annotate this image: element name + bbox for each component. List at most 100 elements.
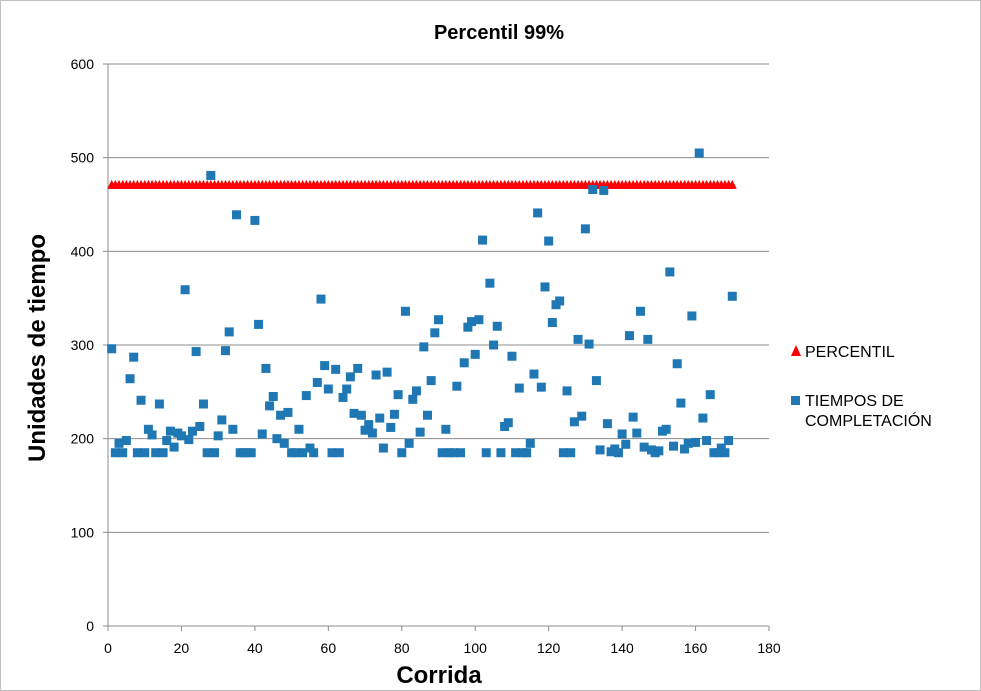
x-tick-label: 180 (757, 640, 781, 656)
tiempo-point (680, 444, 690, 454)
tiempo-point (246, 448, 256, 458)
y-tick-label: 300 (71, 337, 95, 353)
x-tick-label: 120 (537, 640, 561, 656)
tiempo-point (713, 448, 723, 458)
tiempo-point (353, 363, 363, 373)
tiempo-point (375, 413, 385, 423)
tiempo-point (265, 401, 275, 411)
tiempo-point (217, 415, 227, 425)
tiempo-point (529, 369, 539, 379)
tiempo-point (147, 430, 157, 440)
tiempo-point (599, 185, 609, 195)
tiempo-point (683, 438, 693, 448)
tiempo-point (595, 445, 605, 455)
tiempo-point (191, 347, 201, 357)
y-tick-label: 100 (71, 524, 95, 540)
tiempo-point (125, 374, 135, 384)
tiempo-point (669, 441, 679, 451)
tiempo-point (661, 424, 671, 434)
tiempo-point (727, 291, 737, 301)
tiempo-point (430, 328, 440, 338)
tiempo-point (434, 315, 443, 325)
tiempo-point (360, 425, 370, 435)
tiempo-point (397, 448, 407, 458)
tiempo-point (716, 443, 726, 453)
tiempo-point (459, 358, 469, 368)
tiempo-point (705, 390, 715, 400)
tiempo-point (272, 434, 282, 444)
tiempo-point (702, 436, 712, 446)
tiempo-point (221, 346, 231, 356)
tiempo-point (202, 448, 212, 458)
tiempo-point (254, 319, 264, 329)
tiempo-point (367, 428, 377, 438)
tiempo-point (195, 421, 205, 431)
tiempo-point (232, 210, 242, 220)
tiempo-point (426, 376, 436, 386)
tiempo-point (467, 317, 477, 327)
tiempo-point (132, 448, 142, 458)
tiempo-point (400, 306, 410, 316)
x-tick-label: 100 (464, 640, 488, 656)
tiempo-point (536, 382, 546, 392)
x-tick-label: 140 (610, 640, 634, 656)
tiempo-point (489, 340, 499, 350)
tiempo-point (151, 448, 161, 458)
tiempo-point (118, 448, 128, 458)
y-tick-label: 0 (86, 618, 94, 634)
tiempo-point (389, 409, 399, 419)
tiempo-point (562, 386, 572, 396)
tiempo-point (628, 412, 638, 422)
legend-label-percentil: PERCENTIL (805, 344, 895, 361)
tiempo-point (342, 384, 352, 394)
tiempo-point (452, 381, 462, 391)
tiempo-point (140, 448, 150, 458)
tiempo-point (676, 398, 686, 408)
tiempo-point (378, 443, 388, 453)
tiempo-point (540, 282, 550, 292)
x-tick-label: 160 (684, 640, 708, 656)
y-tick-labels: 0 100 200 300 400 500 600 (71, 56, 95, 634)
tiempo-point (511, 448, 521, 458)
tiempo-point (213, 431, 223, 441)
tiempo-point (624, 331, 634, 341)
tiempo-point (694, 148, 704, 158)
tiempo-point (602, 419, 612, 429)
tiempo-point (382, 367, 392, 377)
tiempo-point (386, 422, 396, 432)
tiempo-point (279, 438, 289, 448)
x-tick-label: 40 (247, 640, 263, 656)
tiempo-point (121, 436, 131, 446)
tiempo-point (558, 448, 568, 458)
tiempo-point (492, 321, 502, 331)
tiempo-point (422, 410, 432, 420)
tiempo-point (224, 327, 234, 337)
legend-label-tiempos-line-2: COMPLETACIÓN (805, 411, 932, 430)
tiempo-point (415, 427, 425, 437)
tiempo-point (503, 418, 513, 428)
tiempo-point (320, 361, 330, 371)
tiempo-point (419, 342, 429, 352)
series-percentil (107, 179, 737, 189)
tiempo-point (162, 436, 172, 446)
tiempo-point (580, 224, 590, 234)
tiempo-point (672, 359, 682, 369)
tiempo-point (169, 442, 179, 452)
tiempo-point (165, 426, 175, 436)
tiempo-point (349, 408, 359, 418)
tiempo-point (110, 448, 120, 458)
percentil-point (727, 179, 737, 189)
tiempo-point (323, 384, 333, 394)
tiempo-point (209, 448, 219, 458)
tiempo-point (632, 428, 642, 438)
tiempo-point (408, 394, 418, 404)
legend-label-tiempos: TIEMPOS DE COMPLETACIÓN (805, 393, 932, 430)
tiempo-point (437, 448, 447, 458)
tiempo-point (481, 448, 491, 458)
tiempo-point (206, 170, 216, 180)
tiempo-point (283, 407, 293, 417)
tiempo-point (298, 448, 308, 458)
tiempo-point (250, 215, 260, 225)
tiempo-point (665, 267, 675, 277)
